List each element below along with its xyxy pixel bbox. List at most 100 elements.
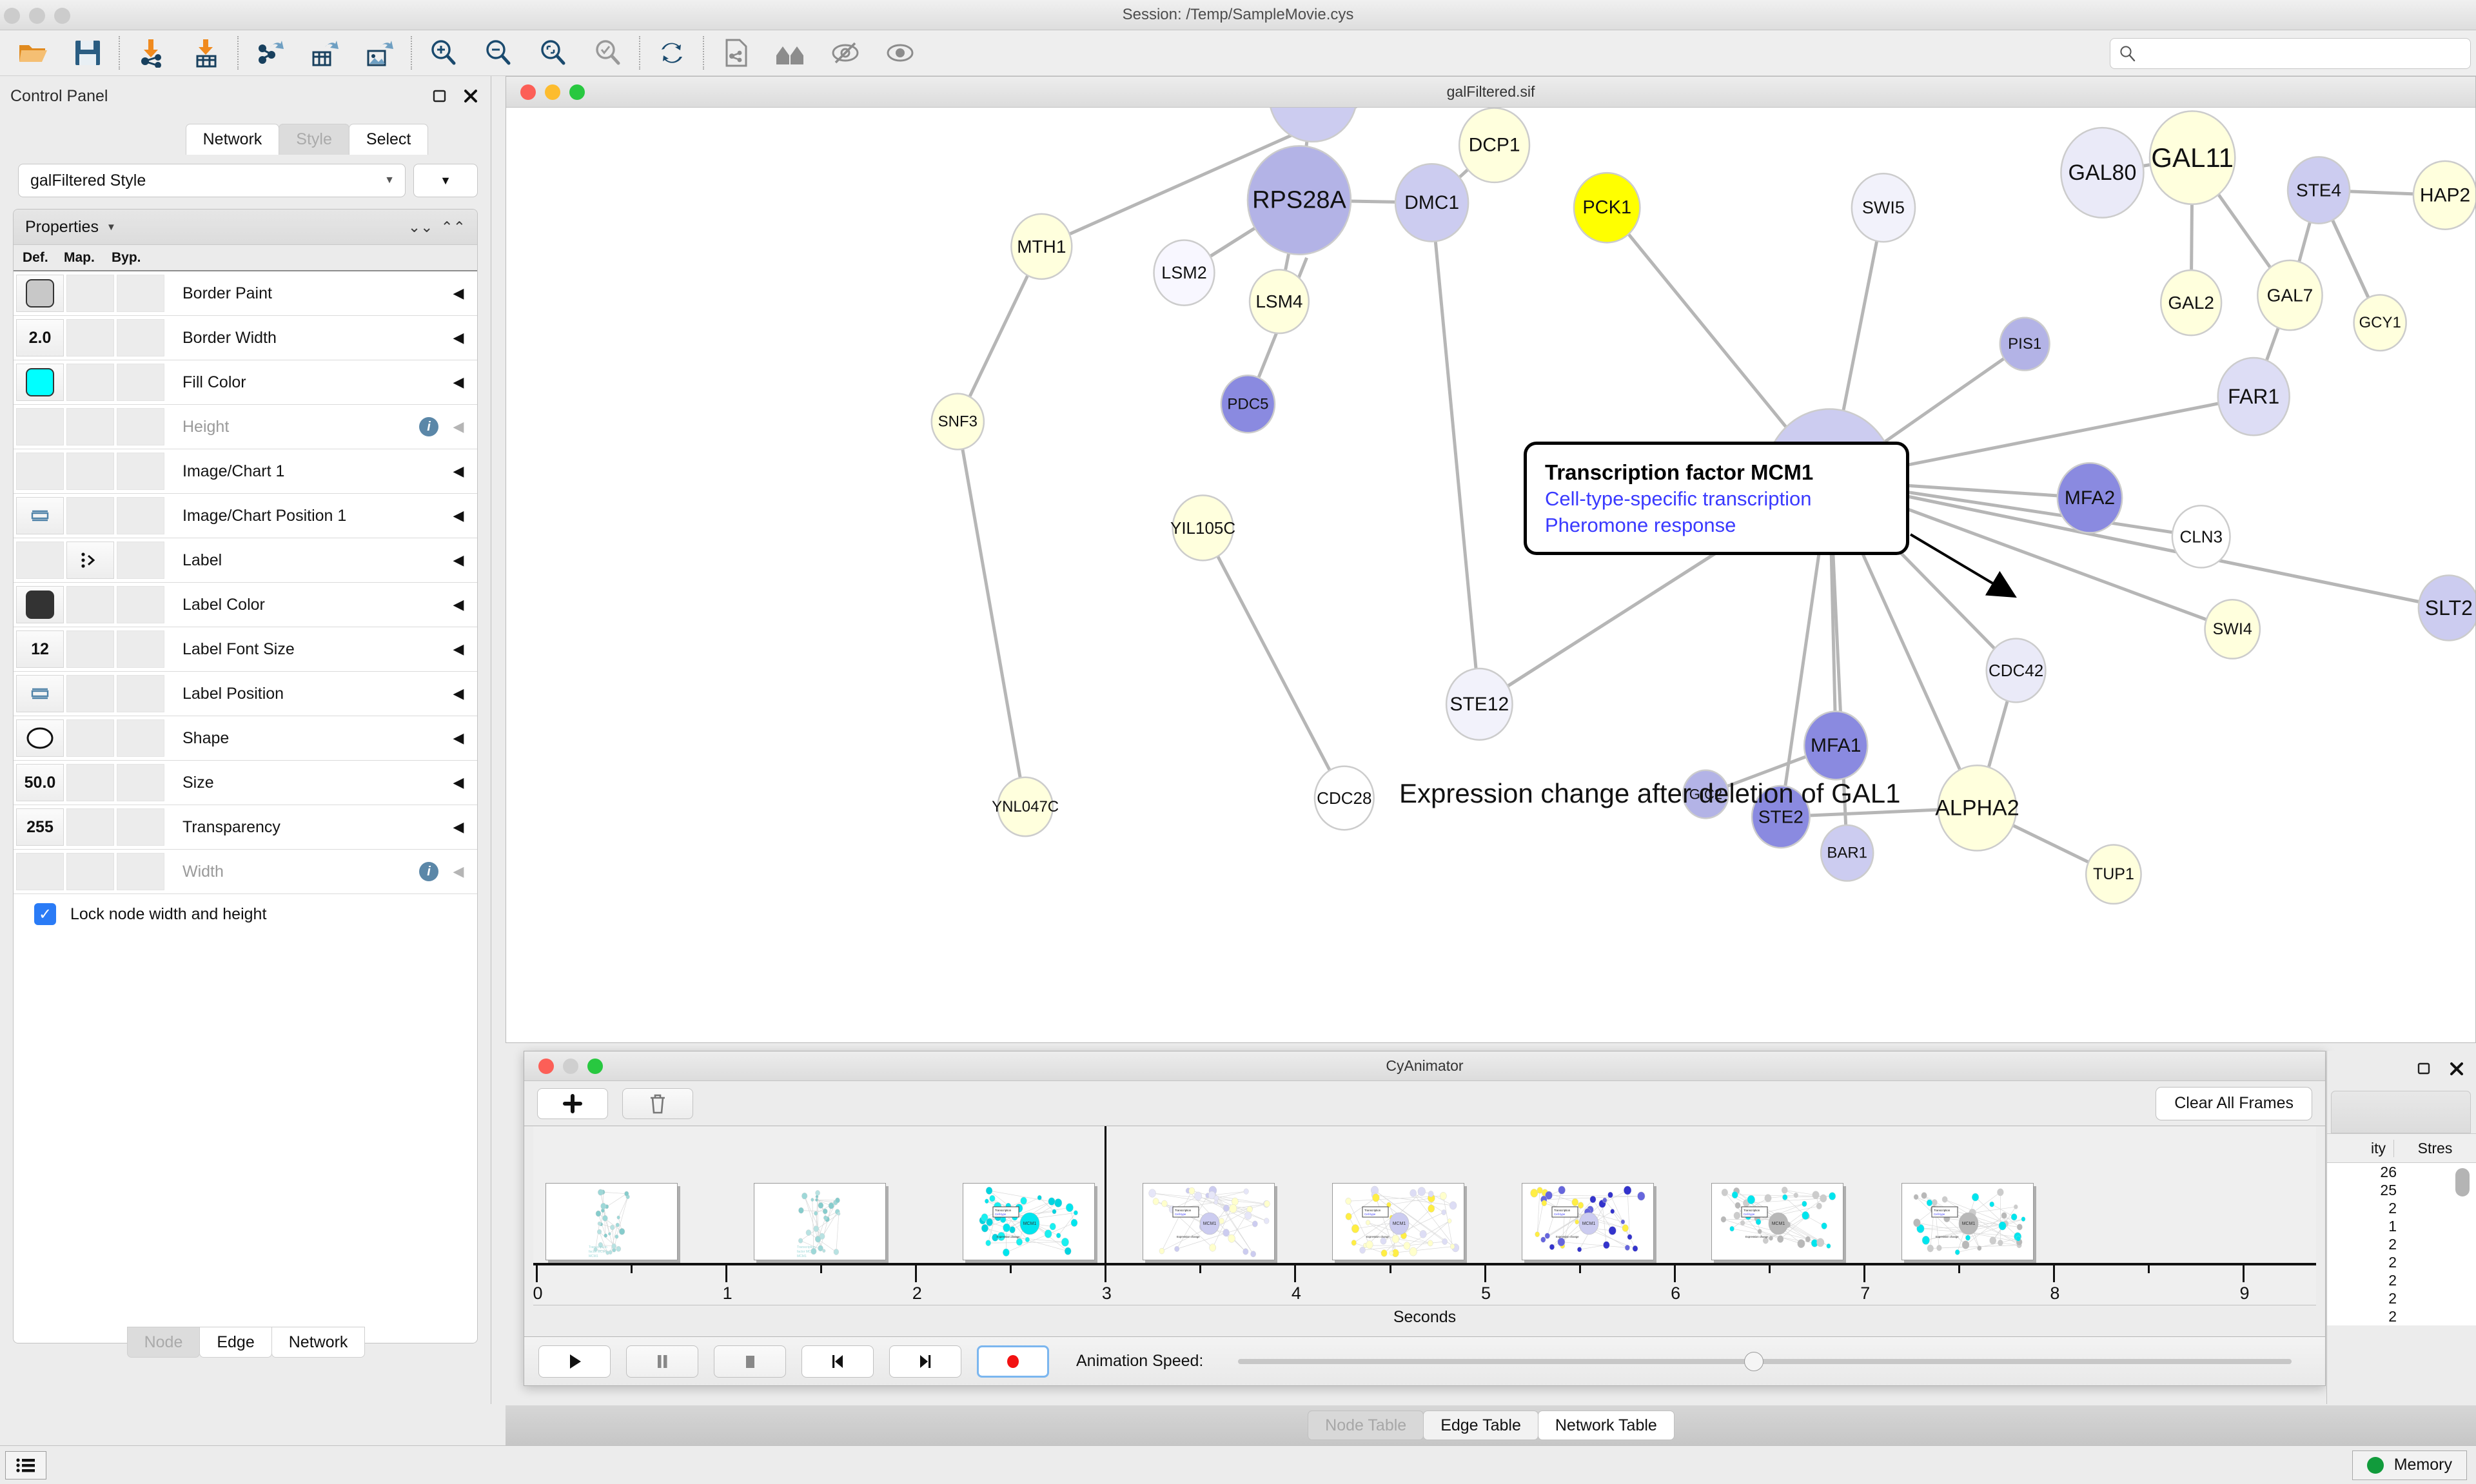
network-close-button[interactable] bbox=[520, 84, 536, 100]
clear-all-frames-button[interactable]: Clear All Frames bbox=[2156, 1086, 2312, 1120]
property-default-cell[interactable] bbox=[16, 542, 64, 579]
property-default-cell[interactable] bbox=[16, 408, 64, 445]
network-node[interactable]: GAL80 bbox=[2060, 126, 2145, 219]
property-mapping-cell[interactable] bbox=[66, 630, 114, 668]
open-folder-icon[interactable] bbox=[5, 30, 60, 76]
table-column-betweenness[interactable]: ity bbox=[2327, 1139, 2394, 1157]
table-row[interactable]: 1 bbox=[2327, 1217, 2476, 1235]
style-dropdown[interactable]: galFiltered Style ▼ bbox=[18, 164, 406, 197]
expand-arrow-icon[interactable]: ◀ bbox=[453, 507, 464, 523]
expand-arrow-icon[interactable]: ◀ bbox=[453, 329, 464, 346]
close-icon[interactable] bbox=[461, 86, 480, 106]
property-row[interactable]: 50.0 Size ◀ bbox=[14, 761, 477, 805]
property-default-cell[interactable]: 12 bbox=[16, 630, 64, 668]
frame-thumbnail[interactable]: Transcription factor MCM1 MCM1 bbox=[754, 1183, 887, 1260]
property-mapping-cell[interactable] bbox=[66, 808, 114, 846]
table-tab-network[interactable]: Network Table bbox=[1537, 1411, 1675, 1440]
table-column-stress[interactable]: Stres bbox=[2417, 1139, 2453, 1157]
cyanimator-window-buttons[interactable] bbox=[524, 1058, 603, 1074]
frame-thumbnail[interactable]: MCM1 Transcription Cell-type Expression cha… bbox=[1711, 1183, 1844, 1260]
expand-arrow-icon[interactable]: ◀ bbox=[453, 685, 464, 701]
search-box[interactable] bbox=[2110, 38, 2471, 69]
property-default-cell[interactable] bbox=[16, 719, 64, 757]
property-mapping-cell[interactable] bbox=[66, 764, 114, 801]
cyanimator-maximize-button[interactable] bbox=[587, 1058, 603, 1074]
network-minimize-button[interactable] bbox=[545, 84, 560, 100]
table-row[interactable]: 2 bbox=[2327, 1199, 2476, 1217]
import-network-icon[interactable] bbox=[124, 30, 179, 76]
zoom-out-icon[interactable] bbox=[471, 30, 526, 76]
property-bypass-cell[interactable] bbox=[117, 542, 164, 579]
table-row[interactable]: 2 bbox=[2327, 1235, 2476, 1253]
delete-frame-button[interactable] bbox=[622, 1088, 693, 1119]
window-buttons[interactable] bbox=[4, 8, 70, 24]
previous-frame-button[interactable] bbox=[801, 1345, 874, 1378]
expand-arrow-icon[interactable]: ◀ bbox=[453, 863, 464, 879]
play-button[interactable] bbox=[538, 1345, 611, 1378]
table-tab-edge[interactable]: Edge Table bbox=[1423, 1411, 1538, 1440]
expand-arrow-icon[interactable]: ◀ bbox=[453, 641, 464, 657]
network-node[interactable]: BAR1 bbox=[1820, 824, 1874, 882]
export-table-icon[interactable] bbox=[297, 30, 352, 76]
property-mapping-cell[interactable] bbox=[66, 408, 114, 445]
property-default-cell[interactable]: 2.0 bbox=[16, 319, 64, 356]
frame-thumbnail[interactable]: Transcription factor MCM1 MCM1 bbox=[545, 1183, 678, 1260]
export-network-icon[interactable] bbox=[242, 30, 297, 76]
property-row[interactable]: Image/Chart Position 1 ◀ bbox=[14, 494, 477, 538]
expand-arrow-icon[interactable]: ◀ bbox=[453, 552, 464, 568]
record-button[interactable] bbox=[977, 1345, 1049, 1378]
network-node[interactable]: SLT2 bbox=[2417, 574, 2475, 641]
animation-speed-knob[interactable] bbox=[1744, 1351, 1764, 1371]
table-row[interactable]: 25 bbox=[2327, 1181, 2476, 1199]
network-node[interactable]: GIC2 bbox=[1682, 769, 1729, 819]
frame-thumbnail[interactable]: MCM1 Transcription Cell-type Expression cha… bbox=[1332, 1183, 1465, 1260]
property-mapping-cell[interactable] bbox=[66, 586, 114, 623]
hide-selected-icon[interactable] bbox=[818, 30, 872, 76]
import-table-icon[interactable] bbox=[179, 30, 233, 76]
cyanimator-minimize-button[interactable] bbox=[563, 1058, 578, 1074]
info-icon[interactable]: i bbox=[419, 862, 438, 881]
property-default-cell[interactable] bbox=[16, 275, 64, 312]
network-node[interactable]: CDC42 bbox=[1985, 638, 2047, 703]
network-maximize-button[interactable] bbox=[569, 84, 585, 100]
window-maximize-button[interactable] bbox=[54, 8, 70, 24]
property-bypass-cell[interactable] bbox=[117, 364, 164, 401]
property-default-cell[interactable] bbox=[16, 853, 64, 890]
expand-all-icon[interactable]: ⌃⌃ bbox=[440, 218, 466, 235]
property-row[interactable]: Image/Chart 1 ◀ bbox=[14, 449, 477, 494]
frame-thumbnail[interactable]: MCM1 Transcription Cell-type Expression cha… bbox=[1143, 1183, 1275, 1260]
style-options-menu-button[interactable]: ▼ bbox=[413, 164, 478, 197]
property-bypass-cell[interactable] bbox=[117, 675, 164, 712]
expand-arrow-icon[interactable]: ◀ bbox=[453, 774, 464, 790]
property-default-cell[interactable] bbox=[16, 364, 64, 401]
table-row[interactable]: 2 bbox=[2327, 1253, 2476, 1271]
expand-arrow-icon[interactable]: ◀ bbox=[453, 374, 464, 390]
property-row[interactable]: 2.0 Border Width ◀ bbox=[14, 316, 477, 360]
property-row[interactable]: Shape ◀ bbox=[14, 716, 477, 761]
property-default-cell[interactable]: 50.0 bbox=[16, 764, 64, 801]
first-neighbors-icon[interactable] bbox=[763, 30, 818, 76]
property-bypass-cell[interactable] bbox=[117, 719, 164, 757]
property-row[interactable]: Width i ◀ bbox=[14, 850, 477, 894]
property-mapping-cell[interactable] bbox=[66, 497, 114, 534]
network-window-buttons[interactable] bbox=[506, 84, 585, 100]
zoom-in-icon[interactable] bbox=[416, 30, 471, 76]
property-row[interactable]: 255 Transparency ◀ bbox=[14, 805, 477, 850]
float-panel-icon[interactable] bbox=[430, 86, 449, 106]
property-default-cell[interactable] bbox=[16, 675, 64, 712]
network-node[interactable]: SNF3 bbox=[930, 393, 985, 451]
node-annotation-box[interactable]: Transcription factor MCM1 Cell-type-spec… bbox=[1524, 442, 1909, 555]
network-node[interactable]: HAP2 bbox=[2412, 160, 2475, 230]
tab-style[interactable]: Style bbox=[279, 124, 349, 155]
property-row[interactable]: 12 Label Font Size ◀ bbox=[14, 627, 477, 672]
network-node[interactable]: GAL2 bbox=[2159, 269, 2223, 337]
chevron-down-icon[interactable]: ▼ bbox=[106, 221, 116, 233]
table-row[interactable]: 2 bbox=[2327, 1289, 2476, 1307]
network-node[interactable]: STE4 bbox=[2286, 156, 2351, 225]
expand-arrow-icon[interactable]: ◀ bbox=[453, 418, 464, 434]
network-node[interactable]: MTH1 bbox=[1010, 213, 1073, 280]
tab-network[interactable]: Network bbox=[185, 124, 280, 155]
expand-arrow-icon[interactable]: ◀ bbox=[453, 285, 464, 301]
network-node[interactable]: MFA1 bbox=[1803, 710, 1869, 781]
network-node[interactable]: STE2 bbox=[1751, 785, 1811, 849]
